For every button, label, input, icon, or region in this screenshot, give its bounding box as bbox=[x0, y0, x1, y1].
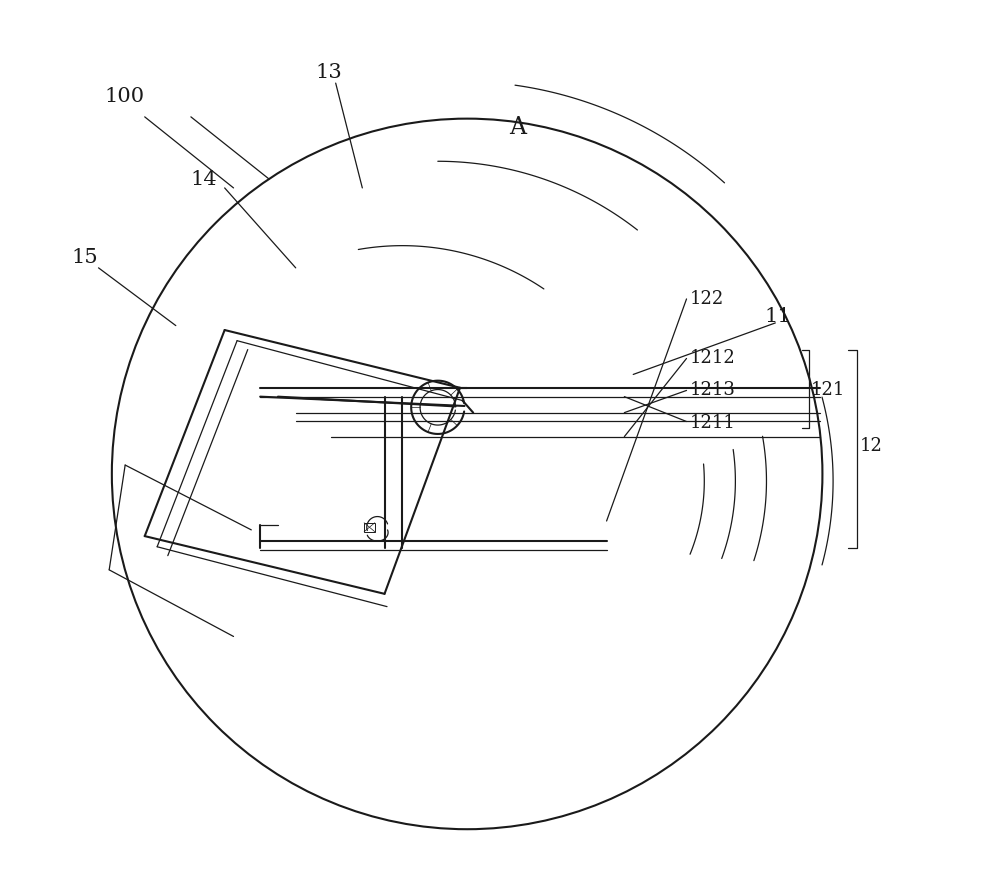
Text: 121: 121 bbox=[811, 381, 845, 399]
Text: A: A bbox=[509, 116, 526, 139]
Text: 13: 13 bbox=[315, 63, 342, 82]
Text: 15: 15 bbox=[72, 248, 99, 266]
Text: 12: 12 bbox=[860, 437, 883, 454]
Text: 100: 100 bbox=[105, 87, 145, 106]
Text: 1212: 1212 bbox=[690, 349, 736, 367]
Text: 122: 122 bbox=[690, 290, 724, 308]
Text: 1213: 1213 bbox=[690, 381, 736, 399]
Text: 14: 14 bbox=[191, 169, 218, 189]
Text: 11: 11 bbox=[765, 307, 791, 326]
Text: 1211: 1211 bbox=[690, 414, 736, 432]
